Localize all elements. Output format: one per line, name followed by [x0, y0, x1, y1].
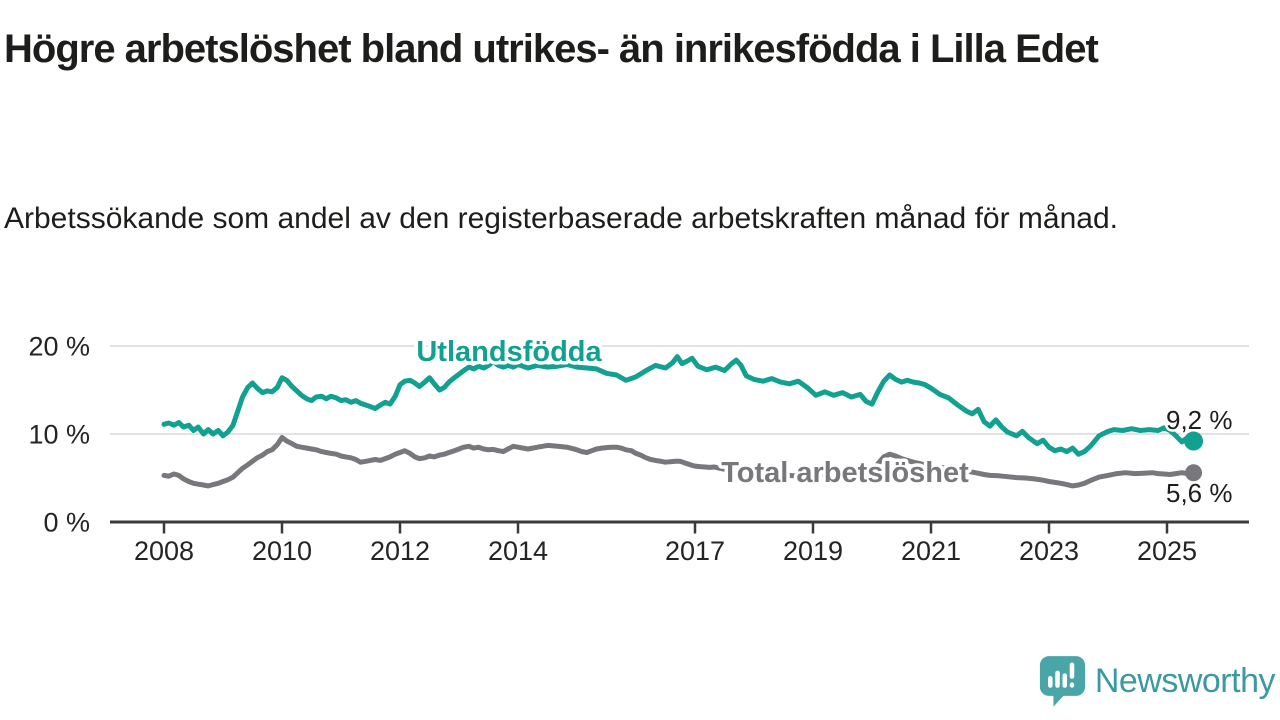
x-tick-label: 2017 — [665, 536, 725, 566]
series-line-utlandsfodda — [161, 354, 1197, 457]
x-tick-label: 2025 — [1137, 536, 1197, 566]
x-tick-label: 2008 — [134, 536, 194, 566]
value-label-utlandsfodda: 9,2 % — [1166, 405, 1233, 435]
x-tick-label: 2014 — [488, 536, 548, 566]
x-tick-label: 2021 — [901, 536, 961, 566]
chart-subtitle: Arbetssökande som andel av den registerb… — [4, 202, 1118, 235]
y-tick-label: 10 % — [28, 420, 90, 450]
series-end-dot-total — [1185, 464, 1203, 482]
page-title: Högre arbetslöshet bland utrikes- än inr… — [4, 27, 1099, 71]
x-tick-label: 2019 — [783, 536, 843, 566]
exclamation-stroke-icon — [1069, 662, 1075, 679]
bar-icon-medium — [1062, 673, 1067, 688]
y-tick-label: 20 % — [28, 332, 90, 362]
series-end-dot-utlandsfodda — [1184, 431, 1204, 451]
x-tick-label: 2023 — [1019, 536, 1079, 566]
newsworthy-wordmark: Newsworthy — [1094, 661, 1276, 700]
exclamation-dot-icon — [1069, 682, 1075, 688]
newsworthy-speech-bubble-icon — [1039, 656, 1085, 707]
series-label-total: Total arbetslöshet — [721, 457, 969, 489]
bar-icon-tall — [1055, 670, 1060, 688]
series-line-total — [161, 435, 1197, 489]
newsworthy-logo: Newsworthy — [1039, 655, 1276, 707]
y-tick-label: 0 % — [43, 508, 90, 538]
series-label-utlandsfodda: Utlandsfödda — [416, 336, 602, 368]
value-label-total: 5,6 % — [1166, 478, 1233, 508]
bar-icon-small — [1047, 676, 1053, 688]
x-tick-label: 2010 — [252, 536, 312, 566]
x-tick-label: 2012 — [370, 536, 430, 566]
